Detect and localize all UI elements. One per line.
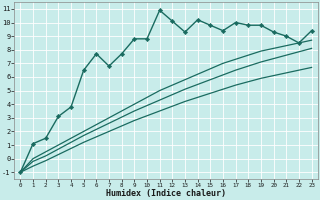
X-axis label: Humidex (Indice chaleur): Humidex (Indice chaleur) [106,189,226,198]
